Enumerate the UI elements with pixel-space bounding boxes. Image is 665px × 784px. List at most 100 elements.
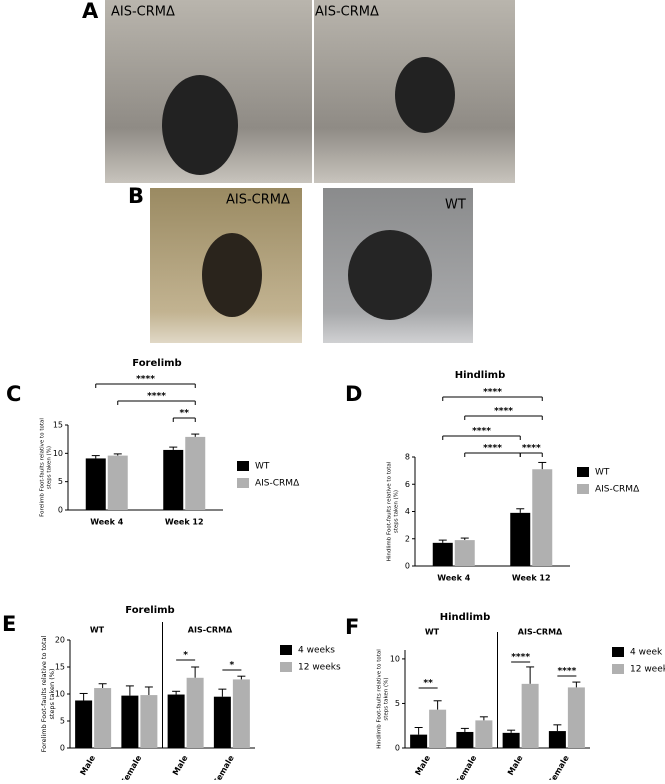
y-axis-label: Forelimb Foot-faults relative to total: [40, 635, 48, 752]
x-tick-label: Week 12: [165, 518, 204, 527]
y-tick-label: 5: [60, 717, 65, 726]
chart-title: Forelimb: [125, 605, 174, 616]
significance-label: ****: [522, 444, 541, 454]
panel-label: C: [6, 382, 21, 406]
mouse: [348, 230, 432, 320]
y-tick-label: 10: [55, 690, 65, 699]
legend-swatch: [237, 461, 249, 471]
x-tick-label: Week 12: [512, 574, 551, 583]
x-tick-label: Male: [506, 753, 525, 777]
x-tick-label: Female: [454, 753, 478, 780]
x-tick-label: Female: [212, 753, 236, 780]
legend-label: WT: [255, 462, 270, 472]
significance-label: ****: [511, 653, 530, 663]
legend-label: 12 week: [630, 665, 665, 675]
x-tick-label: Male: [413, 753, 432, 777]
panel-label: B: [128, 184, 144, 208]
y-axis-label: steps taken (%): [384, 677, 390, 720]
x-tick-label: Week 4: [90, 518, 123, 527]
photo-label: AIS-CRMΔ: [111, 5, 175, 20]
bar: [107, 455, 128, 510]
significance-label: ****: [136, 375, 155, 385]
bar: [163, 449, 184, 510]
bar: [456, 731, 474, 748]
significance-label: ****: [494, 407, 513, 417]
x-tick-label: Female: [547, 753, 571, 780]
chart-title: Forelimb: [132, 358, 181, 369]
mouse: [395, 57, 455, 133]
bar: [410, 734, 428, 748]
legend-swatch: [577, 484, 589, 494]
y-tick-label: 10: [53, 449, 63, 458]
x-tick-label: Week 4: [437, 574, 470, 583]
bar: [185, 436, 206, 510]
bar: [429, 709, 447, 748]
bar: [121, 695, 139, 748]
y-tick-label: 4: [405, 507, 410, 516]
bar: [521, 683, 539, 748]
legend-label: AIS-CRMΔ: [255, 479, 300, 489]
group-label: AIS-CRMΔ: [518, 628, 563, 637]
y-tick-label: 8: [405, 453, 410, 462]
legend-label: 4 weeks: [298, 646, 335, 656]
y-axis-label: steps taken (%): [394, 490, 400, 533]
significance-label: ****: [472, 427, 491, 437]
significance-label: **: [180, 409, 190, 419]
bar: [140, 695, 158, 748]
chart-title: Hindlimb: [455, 370, 506, 381]
y-axis-label: steps taken (%): [48, 668, 56, 719]
bar: [75, 700, 93, 748]
bar: [232, 679, 250, 748]
bar: [567, 687, 585, 748]
bar: [432, 542, 453, 566]
group-label: WT: [90, 626, 105, 635]
mouse: [202, 233, 262, 317]
legend-swatch: [612, 664, 624, 674]
x-tick-label: Male: [171, 753, 190, 777]
y-tick-label: 0: [405, 562, 410, 571]
y-tick-label: 20: [55, 636, 65, 645]
y-tick-label: 0: [60, 744, 65, 753]
y-axis-label: Hindlimb Foot-faults relative to total: [377, 649, 383, 749]
legend-swatch: [237, 478, 249, 488]
group-label: AIS-CRMΔ: [188, 626, 233, 635]
bar: [213, 696, 231, 748]
y-axis-label: steps taken (%): [47, 446, 53, 489]
photo-label: AIS-CRMΔ: [226, 193, 290, 208]
y-axis-label: Hindlimb Foot-faults relative to total: [387, 461, 393, 561]
x-tick-label: Male: [78, 753, 97, 777]
bar: [454, 540, 475, 566]
panel-label: E: [2, 612, 16, 636]
significance-label: ****: [147, 392, 166, 402]
legend-label: 12 weeks: [298, 663, 341, 673]
significance-label: ****: [483, 388, 502, 398]
bar: [532, 469, 553, 566]
bar: [94, 688, 112, 748]
y-tick-label: 15: [55, 663, 65, 672]
panel-label: F: [345, 615, 359, 639]
x-tick-label: Female: [119, 753, 143, 780]
bar: [548, 731, 566, 748]
significance-label: ****: [483, 444, 502, 454]
significance-label: *: [230, 661, 235, 671]
legend-label: AIS-CRMΔ: [595, 485, 640, 495]
significance-label: **: [423, 679, 433, 689]
y-axis-label: Forelimb Foot-faults relative to total: [40, 418, 46, 517]
bar: [186, 677, 204, 748]
y-tick-label: 0: [395, 744, 400, 753]
y-tick-label: 5: [58, 477, 63, 486]
legend-label: WT: [595, 468, 610, 478]
y-tick-label: 10: [390, 654, 400, 663]
photo-label: AIS-CRMΔ: [315, 5, 379, 20]
mouse: [162, 75, 238, 175]
legend-swatch: [612, 647, 624, 657]
bar: [167, 694, 185, 748]
y-tick-label: 15: [53, 421, 63, 430]
y-tick-label: 5: [395, 699, 400, 708]
group-label: WT: [425, 628, 440, 637]
panel-label: D: [345, 382, 362, 406]
significance-label: ****: [557, 667, 576, 677]
bar: [85, 458, 106, 510]
